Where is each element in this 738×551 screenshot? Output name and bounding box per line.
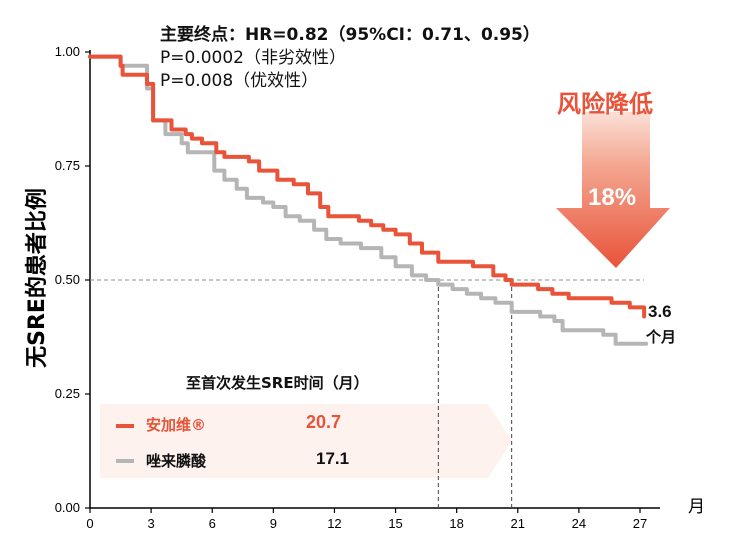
median-difference-unit: 个月 xyxy=(646,328,677,346)
median-difference-value: 3.6 xyxy=(648,302,672,321)
x-tick-label: 18 xyxy=(449,516,463,531)
legend-label-zoledronic: 唑来膦酸 xyxy=(146,452,207,470)
superiority-p: P=0.008（优效性） xyxy=(160,71,319,91)
x-tick-label: 3 xyxy=(147,516,154,531)
y-tick-label: 0.00 xyxy=(55,500,80,515)
legend-band xyxy=(100,404,512,478)
x-tick-label: 24 xyxy=(572,516,586,531)
x-tick-label: 9 xyxy=(270,516,277,531)
y-tick-label: 0.25 xyxy=(55,386,80,401)
y-axis-label: 无SRE的患者比例 xyxy=(24,188,50,368)
noninferiority-p: P=0.0002（非劣效性） xyxy=(160,48,346,68)
risk-reduction-value: 18% xyxy=(588,184,637,211)
x-axis-label: 月 xyxy=(688,497,705,517)
risk-reduction-title: 风险降低 xyxy=(557,90,653,118)
x-tick-label: 12 xyxy=(327,516,341,531)
y-tick-label: 1.00 xyxy=(55,44,80,59)
legend-swatch-denosumab xyxy=(116,424,134,428)
series-line-denosumab xyxy=(88,54,647,319)
x-tick-label: 27 xyxy=(633,516,647,531)
x-tick-label: 6 xyxy=(209,516,216,531)
series-line-zoledronic xyxy=(88,54,649,346)
x-tick-label: 15 xyxy=(388,516,402,531)
x-tick-label: 0 xyxy=(86,516,93,531)
risk-reduction-arrow xyxy=(556,112,670,268)
y-tick-label: 0.75 xyxy=(55,158,80,173)
legend-label-denosumab: 安加维® xyxy=(146,416,207,434)
legend-value-zoledronic: 17.1 xyxy=(316,449,350,468)
hr-statement: 主要终点：HR=0.82（95%CI：0.71、0.95） xyxy=(160,25,540,45)
legend-value-denosumab: 20.7 xyxy=(306,412,342,432)
x-tick-label: 21 xyxy=(511,516,525,531)
legend-swatch-zoledronic xyxy=(116,459,134,463)
y-tick-label: 0.50 xyxy=(55,272,80,287)
legend-title: 至首次发生SRE时间（月） xyxy=(186,374,369,392)
